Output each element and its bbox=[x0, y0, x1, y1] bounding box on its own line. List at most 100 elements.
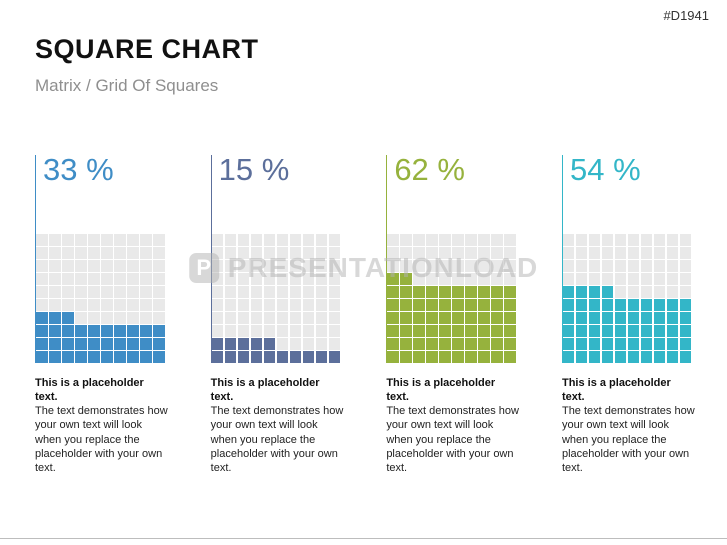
grid-cell bbox=[62, 325, 74, 337]
grid-cell bbox=[315, 325, 328, 337]
grid-cell bbox=[263, 312, 276, 324]
grid-cell bbox=[276, 325, 289, 337]
grid-cell bbox=[88, 299, 100, 311]
grid-cell bbox=[452, 325, 464, 337]
grid-cell bbox=[478, 260, 490, 272]
grid-cell bbox=[62, 286, 74, 298]
grid-cell bbox=[504, 273, 516, 285]
grid-cell bbox=[36, 286, 48, 298]
grid-cell bbox=[302, 351, 315, 363]
grid-cell bbox=[224, 286, 237, 298]
grid-cell bbox=[413, 325, 425, 337]
grid-cell bbox=[153, 247, 165, 259]
grid-cell bbox=[387, 273, 399, 285]
grid-cell bbox=[36, 338, 48, 350]
grid-cell bbox=[88, 286, 100, 298]
grid-cell bbox=[452, 260, 464, 272]
grid-cell bbox=[679, 234, 692, 246]
grid-cell bbox=[413, 299, 425, 311]
grid-cell bbox=[588, 234, 601, 246]
grid-cell bbox=[127, 247, 139, 259]
grid-cell bbox=[127, 325, 139, 337]
grid-cell bbox=[653, 234, 666, 246]
grid-cell bbox=[627, 338, 640, 350]
grid-cell bbox=[491, 286, 503, 298]
grid-cell bbox=[36, 325, 48, 337]
grid-cell bbox=[75, 286, 87, 298]
grid-cell bbox=[614, 273, 627, 285]
grid-cell bbox=[250, 247, 263, 259]
grid-cell bbox=[400, 351, 412, 363]
grid-cell bbox=[315, 286, 328, 298]
grid-cell bbox=[289, 234, 302, 246]
grid-cell bbox=[302, 299, 315, 311]
grid-cell bbox=[387, 351, 399, 363]
grid-cell bbox=[439, 234, 451, 246]
grid-cell bbox=[562, 273, 575, 285]
grid-cell bbox=[614, 325, 627, 337]
grid-cell bbox=[426, 234, 438, 246]
grid-cell bbox=[237, 286, 250, 298]
grid-cell bbox=[666, 286, 679, 298]
grid-cell bbox=[679, 312, 692, 324]
grid-cell bbox=[328, 286, 341, 298]
grid-cell bbox=[237, 299, 250, 311]
grid-cell bbox=[140, 338, 152, 350]
grid-cell bbox=[127, 286, 139, 298]
grid-cell bbox=[504, 247, 516, 259]
grid-cell bbox=[75, 260, 87, 272]
grid-cell bbox=[237, 234, 250, 246]
grid-cell bbox=[114, 260, 126, 272]
grid-cell bbox=[653, 260, 666, 272]
grid-cell bbox=[491, 325, 503, 337]
grid-cell bbox=[465, 299, 477, 311]
axis-line bbox=[210, 155, 212, 363]
grid-cell bbox=[478, 338, 490, 350]
grid-cell bbox=[400, 338, 412, 350]
waffle-grid bbox=[562, 234, 692, 363]
grid-cell bbox=[140, 260, 152, 272]
grid-cell bbox=[504, 312, 516, 324]
grid-cell bbox=[426, 247, 438, 259]
grid-cell bbox=[640, 325, 653, 337]
grid-cell bbox=[426, 286, 438, 298]
axis-line bbox=[35, 155, 36, 363]
grid-cell bbox=[478, 351, 490, 363]
grid-cell bbox=[387, 234, 399, 246]
grid-cell bbox=[387, 312, 399, 324]
grid-cell bbox=[302, 273, 315, 285]
grid-cell bbox=[666, 299, 679, 311]
grid-cell bbox=[491, 312, 503, 324]
grid-cell bbox=[140, 273, 152, 285]
grid-cell bbox=[588, 312, 601, 324]
grid-cell bbox=[211, 247, 224, 259]
grid-cell bbox=[387, 299, 399, 311]
grid-cell bbox=[413, 234, 425, 246]
grid-cell bbox=[49, 260, 61, 272]
grid-cell bbox=[101, 260, 113, 272]
grid-cell bbox=[49, 312, 61, 324]
percent-label: 62 % bbox=[394, 152, 465, 187]
grid-cell bbox=[640, 299, 653, 311]
grid-cell bbox=[601, 351, 614, 363]
grid-cell bbox=[491, 260, 503, 272]
grid-cell bbox=[36, 299, 48, 311]
grid-cell bbox=[465, 312, 477, 324]
grid-cell bbox=[562, 234, 575, 246]
grid-cell bbox=[627, 351, 640, 363]
grid-cell bbox=[679, 260, 692, 272]
grid-cell bbox=[562, 338, 575, 350]
grid-cell bbox=[478, 325, 490, 337]
grid-cell bbox=[276, 312, 289, 324]
grid-cell bbox=[504, 325, 516, 337]
grid-cell bbox=[263, 351, 276, 363]
grid-cell bbox=[127, 273, 139, 285]
grid-cell bbox=[101, 351, 113, 363]
grid-cell bbox=[601, 299, 614, 311]
grid-cell bbox=[679, 325, 692, 337]
grid-cell bbox=[36, 312, 48, 324]
grid-cell bbox=[263, 247, 276, 259]
grid-cell bbox=[75, 234, 87, 246]
grid-cell bbox=[250, 351, 263, 363]
chart-visual: 54 % bbox=[561, 152, 692, 363]
